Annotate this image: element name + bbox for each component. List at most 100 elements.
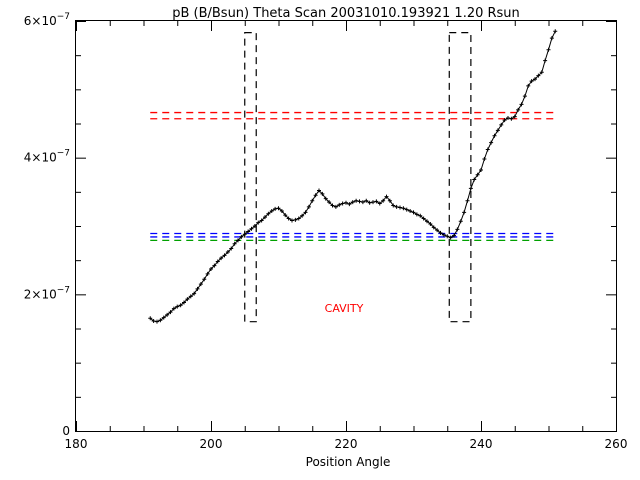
- data-point: [539, 70, 544, 75]
- data-point: [158, 318, 163, 323]
- y-tick-exponent: −7: [57, 285, 70, 295]
- data-point: [293, 217, 298, 222]
- data-point: [462, 210, 467, 215]
- data-point: [519, 102, 524, 107]
- data-point: [195, 286, 200, 291]
- data-point: [212, 263, 217, 268]
- data-point: [468, 186, 473, 191]
- y-tick-exponent: −7: [57, 149, 70, 159]
- data-point: [286, 216, 291, 221]
- data-point: [425, 219, 429, 224]
- data-point: [495, 128, 500, 133]
- data-point: [202, 277, 207, 282]
- data-point: [209, 267, 213, 272]
- data-point: [168, 310, 173, 315]
- x-tick-label: 240: [470, 437, 493, 451]
- data-point: [165, 312, 170, 317]
- data-point: [516, 107, 521, 112]
- data-point: [306, 204, 311, 209]
- x-axis-label: Position Angle: [306, 455, 391, 469]
- data-point: [431, 225, 436, 230]
- chart-title: pB (B/Bsun) Theta Scan 20031010.193921 1…: [172, 6, 520, 21]
- data-point: [360, 200, 365, 205]
- data-point: [320, 191, 325, 196]
- data-point: [549, 36, 554, 41]
- data-point: [364, 198, 369, 203]
- data-point: [455, 227, 460, 232]
- data-point: [529, 79, 534, 84]
- data-point: [492, 133, 497, 138]
- data-point: [205, 271, 210, 276]
- data-point: [452, 233, 456, 238]
- data-point: [472, 177, 477, 182]
- data-point: [448, 235, 453, 240]
- data-point: [283, 213, 288, 218]
- data-point: [263, 215, 267, 220]
- y-tick-base: 4×10: [24, 151, 57, 165]
- x-axis-ticks: 180 200 220 240 260: [65, 21, 628, 451]
- data-point: [273, 206, 278, 211]
- data-point: [418, 213, 423, 218]
- data-point: [175, 304, 180, 309]
- data-point: [357, 199, 362, 204]
- data-point: [269, 208, 274, 213]
- cavity-boxes: [244, 32, 472, 323]
- data-point: [155, 319, 159, 324]
- data-point: [546, 47, 551, 52]
- data-point: [387, 198, 392, 203]
- data-point: [526, 83, 531, 88]
- data-point: [384, 194, 389, 199]
- data-point: [246, 229, 251, 234]
- data-point: [506, 116, 510, 121]
- data-point: [259, 218, 264, 223]
- data-point: [337, 202, 342, 207]
- data-point: [489, 140, 494, 145]
- data-point: [394, 204, 399, 209]
- x-tick-label: 180: [65, 437, 88, 451]
- data-point: [509, 116, 514, 121]
- data-point: [330, 203, 335, 208]
- x-tick-label: 260: [605, 437, 628, 451]
- data-point: [161, 315, 166, 320]
- data-point: [377, 201, 382, 206]
- data-point: [482, 157, 487, 162]
- data-point: [229, 246, 234, 251]
- data-point: [479, 167, 483, 172]
- data-point: [445, 234, 450, 239]
- data-point: [401, 206, 406, 211]
- data-point: [242, 232, 247, 237]
- data-point: [354, 198, 359, 203]
- y-tick-label: 2×10−7: [24, 285, 70, 301]
- series-group: [148, 29, 558, 324]
- y-tick-exponent: −7: [57, 12, 70, 22]
- data-point: [553, 29, 558, 34]
- data-point: [475, 172, 480, 177]
- annotations: CAVITY: [325, 302, 364, 315]
- data-point: [279, 208, 284, 213]
- y-tick-label: 4×10−7: [24, 149, 70, 165]
- cavity-box-1: [448, 32, 472, 323]
- data-point: [333, 204, 338, 209]
- data-point: [296, 216, 301, 221]
- data-point: [222, 253, 227, 258]
- data-point: [252, 224, 257, 228]
- data-point: [327, 200, 332, 205]
- data-point: [300, 213, 305, 218]
- data-point: [188, 294, 193, 299]
- data-point: [533, 77, 537, 82]
- data-point: [391, 203, 396, 208]
- x-tick-label: 220: [335, 437, 358, 451]
- data-point: [522, 94, 527, 99]
- data-point: [340, 201, 345, 206]
- plot-frame: [75, 20, 617, 432]
- data-point: [236, 238, 240, 243]
- data-point: [151, 318, 156, 323]
- series-line-0: [149, 30, 556, 323]
- data-point: [232, 241, 237, 246]
- data-point: [219, 256, 224, 261]
- y-axis-ticks: 02×10−74×10−76×10−7: [24, 12, 616, 438]
- data-point: [178, 303, 183, 308]
- data-point: [536, 73, 541, 78]
- data-point: [266, 211, 271, 216]
